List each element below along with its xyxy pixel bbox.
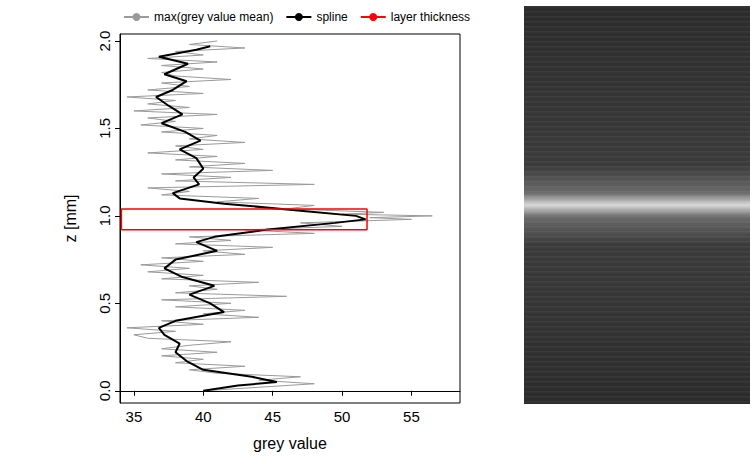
- svg-text:z [mm]: z [mm]: [62, 195, 79, 243]
- svg-text:50: 50: [334, 408, 351, 425]
- svg-text:1.0: 1.0: [96, 205, 113, 226]
- svg-text:1.5: 1.5: [96, 118, 113, 139]
- svg-text:grey value: grey value: [253, 435, 327, 452]
- svg-text:0.5: 0.5: [96, 293, 113, 314]
- svg-text:0.0: 0.0: [96, 380, 113, 401]
- svg-text:45: 45: [264, 408, 281, 425]
- svg-text:layer thickness: layer thickness: [391, 10, 470, 24]
- svg-text:max(grey value mean): max(grey value mean): [154, 10, 273, 24]
- svg-text:40: 40: [195, 408, 212, 425]
- svg-text:55: 55: [403, 408, 420, 425]
- svg-text:35: 35: [126, 408, 143, 425]
- svg-text:2.0: 2.0: [96, 31, 113, 52]
- svg-text:spline: spline: [316, 10, 348, 24]
